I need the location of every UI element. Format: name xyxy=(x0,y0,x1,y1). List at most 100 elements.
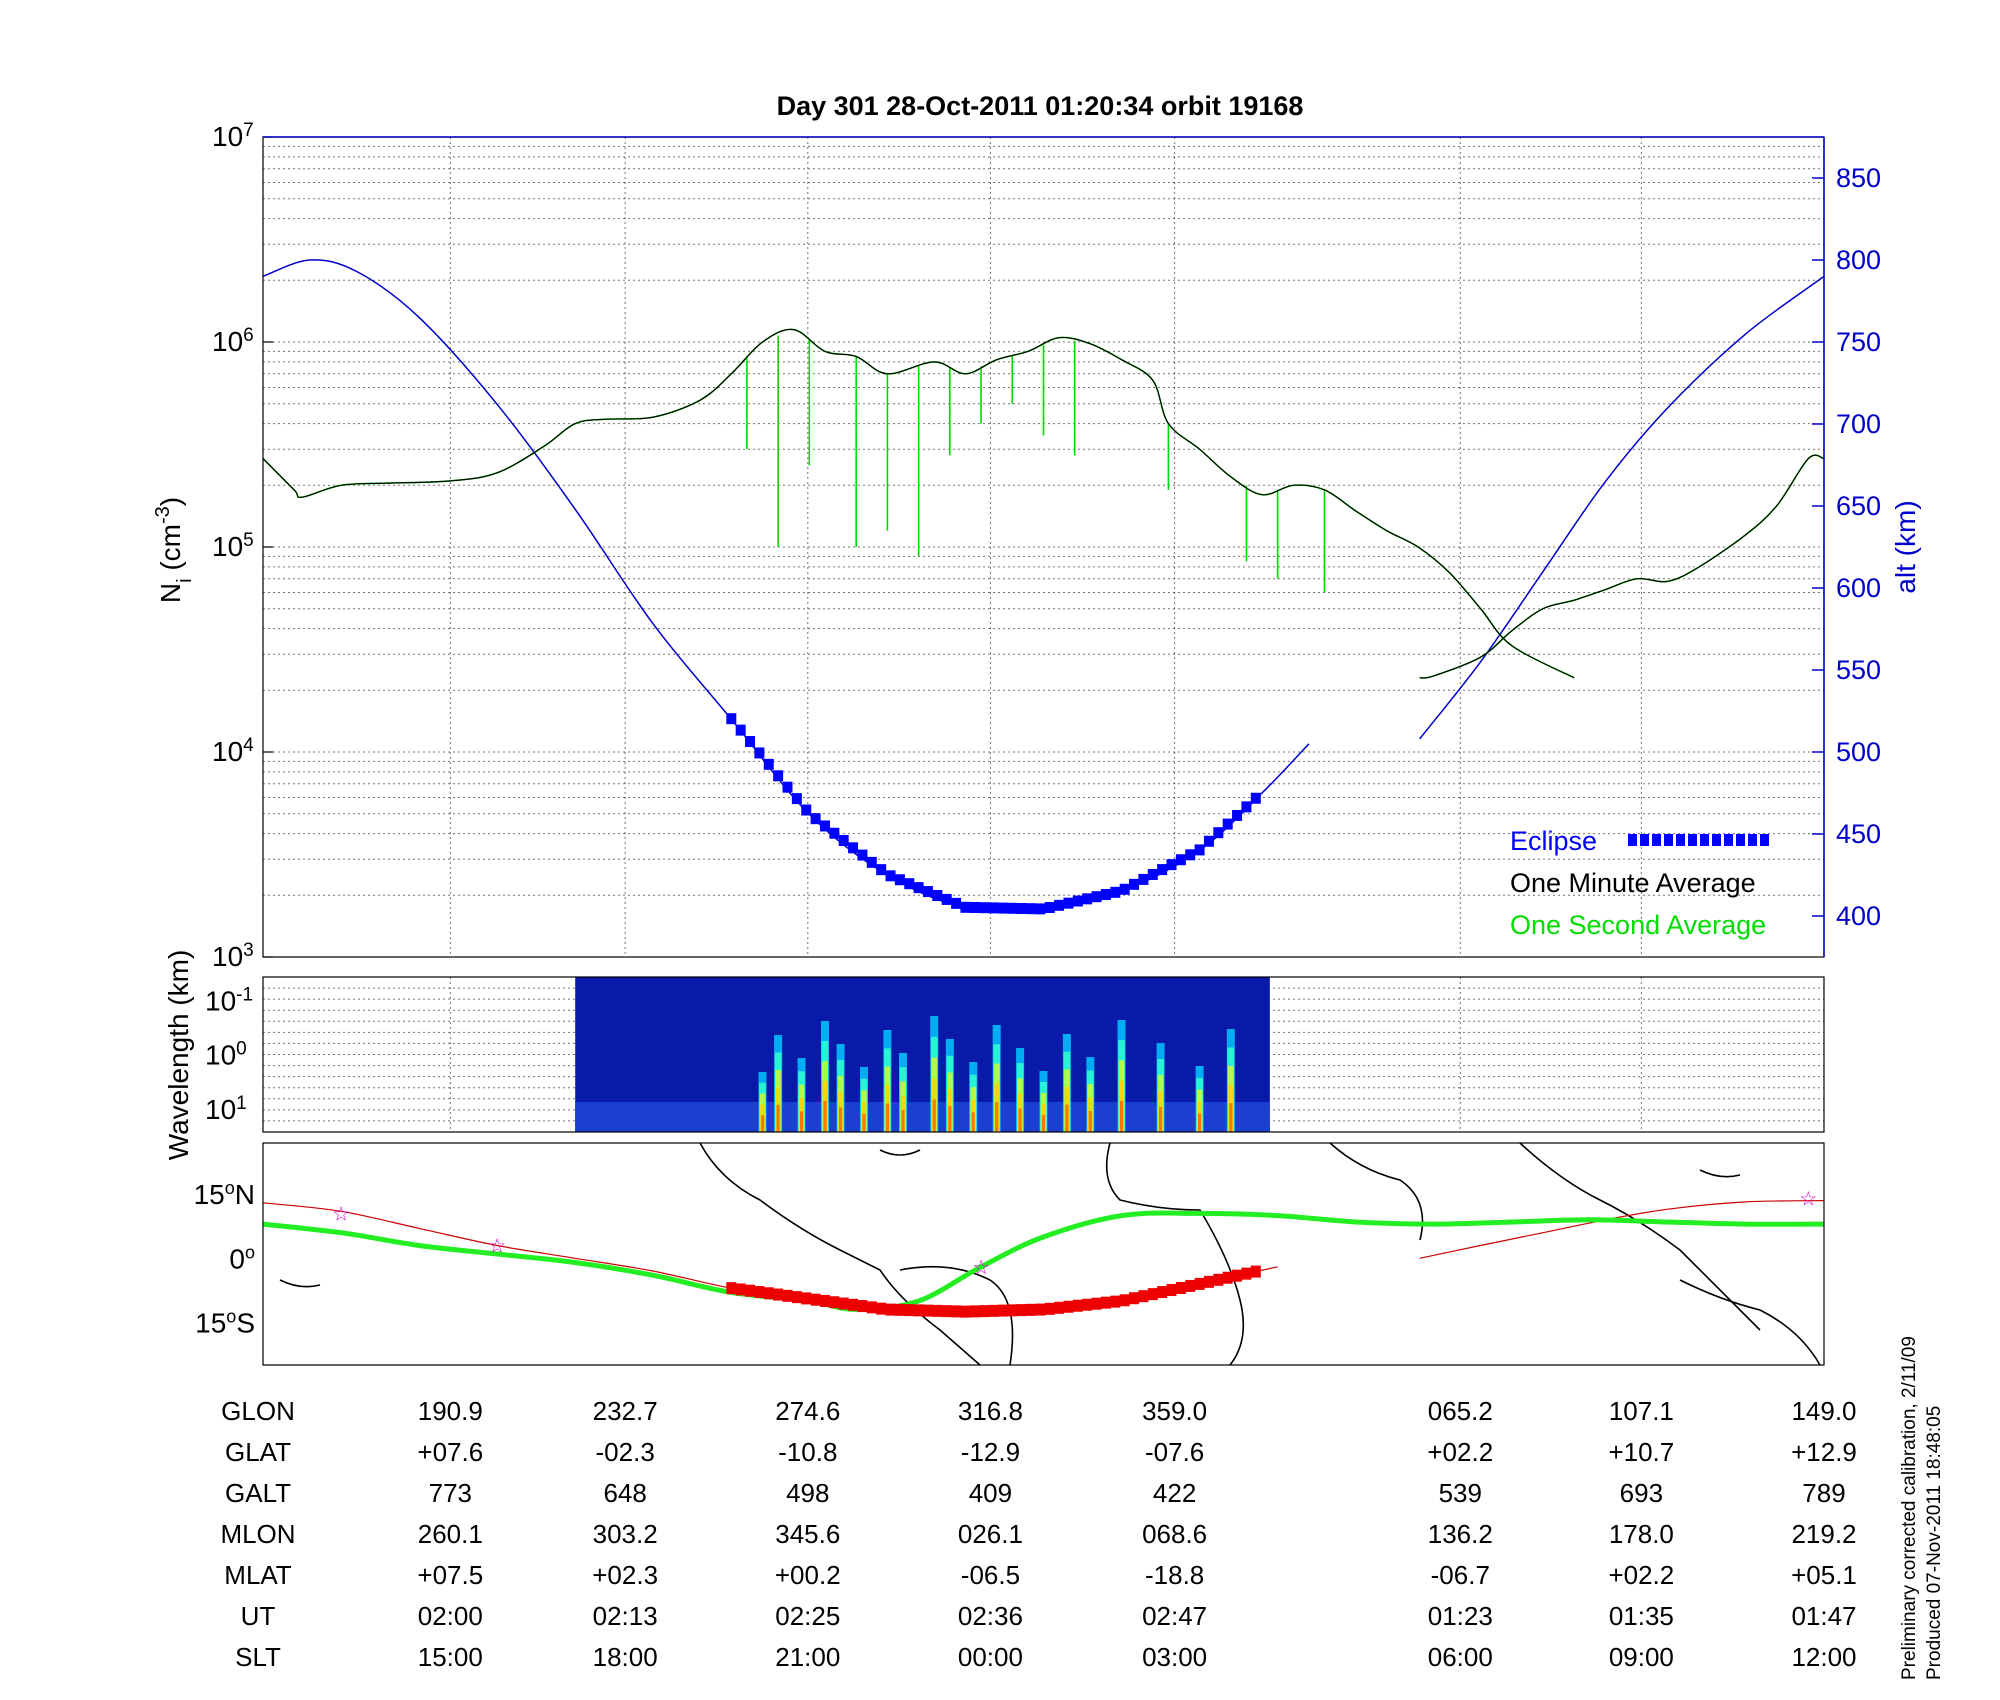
eclipse-legend-square xyxy=(1712,834,1721,846)
one-minute-average-line-after-gap xyxy=(1419,454,1825,679)
eclipse-marker xyxy=(1082,893,1093,905)
coastline xyxy=(899,1265,1014,1366)
coastline xyxy=(1329,1142,1424,1241)
table-cell: 068.6 xyxy=(1142,1519,1207,1549)
y-tick-exp: 6 xyxy=(243,325,254,346)
eclipse-marker xyxy=(791,793,802,805)
map-axes-box xyxy=(262,1142,1825,1366)
eclipse-track-marker xyxy=(894,1303,905,1316)
table-cell: 178.0 xyxy=(1609,1519,1674,1549)
lat-tick-value: 0 xyxy=(229,1243,245,1274)
eclipse-marker xyxy=(838,835,849,847)
table-cell: 01:35 xyxy=(1609,1601,1674,1631)
table-row-label: GLAT xyxy=(225,1437,291,1467)
eclipse-track-marker xyxy=(913,1304,924,1317)
eclipse-track-marker xyxy=(922,1304,933,1317)
y-tick-label: 104 xyxy=(212,735,254,768)
table-cell: +07.5 xyxy=(417,1560,483,1590)
eclipse-track-marker xyxy=(848,1298,859,1311)
eclipse-marker xyxy=(1007,902,1018,914)
eclipse-track-marker xyxy=(1110,1295,1121,1308)
alt-tick-label: 600 xyxy=(1836,573,1881,603)
eclipse-legend-square xyxy=(1748,834,1757,846)
alt-tick-label: 750 xyxy=(1836,327,1881,357)
table-cell: 648 xyxy=(603,1478,646,1508)
eclipse-track-marker xyxy=(1119,1294,1130,1307)
legend-eclipse-marker xyxy=(1628,834,1769,846)
eclipse-marker xyxy=(1044,901,1055,913)
alt-tick-label: 550 xyxy=(1836,655,1881,685)
table-cell: 149.0 xyxy=(1791,1396,1856,1426)
eclipse-marker xyxy=(951,897,962,909)
eclipse-marker xyxy=(969,901,980,913)
eclipse-marker xyxy=(726,713,737,725)
lat-tick-degree: o xyxy=(226,1306,236,1326)
eclipse-marker xyxy=(1091,891,1102,903)
star-marker: ☆ xyxy=(1799,1189,1817,1211)
table-cell: 01:47 xyxy=(1791,1601,1856,1631)
altitude-y-label: alt (km) xyxy=(1890,500,1921,593)
table-cell: 09:00 xyxy=(1609,1642,1674,1672)
table-cell: -02.3 xyxy=(596,1437,655,1467)
table-cell: 01:23 xyxy=(1428,1601,1493,1631)
spec-y-tick-exp: 1 xyxy=(236,1092,247,1113)
eclipse-marker xyxy=(1222,818,1233,830)
eclipse-track-marker xyxy=(763,1287,774,1300)
table-cell: 15:00 xyxy=(418,1642,483,1672)
y-tick-exp: 7 xyxy=(243,120,254,141)
spectrogram-band xyxy=(838,1107,843,1132)
table-cell: 026.1 xyxy=(958,1519,1023,1549)
coastline xyxy=(279,1279,321,1288)
eclipse-track-marker xyxy=(726,1282,737,1295)
eclipse-track-marker xyxy=(810,1293,821,1306)
eclipse-track-marker xyxy=(829,1296,840,1309)
y-tick-label: 105 xyxy=(212,530,254,563)
y-tick-base: 10 xyxy=(212,531,243,562)
orbit-track: ☆ ☆ ☆ ☆ xyxy=(262,1189,1825,1318)
spec-y-tick-exp: 0 xyxy=(236,1038,247,1059)
eclipse-track-marker xyxy=(904,1304,915,1317)
table-cell: -12.9 xyxy=(961,1437,1020,1467)
spectrogram-band xyxy=(1041,1114,1046,1132)
eclipse-track-marker xyxy=(1016,1304,1027,1317)
spectrogram-band xyxy=(1119,1100,1124,1132)
eclipse-track-marker xyxy=(1072,1299,1083,1312)
table-cell: 02:13 xyxy=(593,1601,658,1631)
lat-tick-label: 15oN xyxy=(194,1178,255,1210)
eclipse-marker xyxy=(1157,864,1168,876)
eclipse-track-marker xyxy=(1241,1267,1252,1280)
eclipse-marker xyxy=(1016,902,1027,914)
table-cell: 12:00 xyxy=(1791,1642,1856,1672)
eclipse-legend-square xyxy=(1700,834,1709,846)
table-cell: 232.7 xyxy=(593,1396,658,1426)
lat-tick-hemi: N xyxy=(235,1179,255,1210)
spec-y-tick-base: 10 xyxy=(205,985,236,1016)
eclipse-marker xyxy=(1241,801,1252,813)
coastline xyxy=(1519,1142,1761,1331)
eclipse-marker xyxy=(1054,899,1065,911)
eclipse-marker xyxy=(885,870,896,882)
table-cell: -06.7 xyxy=(1431,1560,1490,1590)
table-row-label: SLT xyxy=(235,1642,281,1672)
table-cell: 219.2 xyxy=(1791,1519,1856,1549)
eclipse-marker xyxy=(904,878,915,890)
table-cell: -06.5 xyxy=(961,1560,1020,1590)
alt-tick-label: 400 xyxy=(1836,901,1881,931)
footnote-produced: Produced 07-Nov-2011 18:48:05 xyxy=(1924,1406,1945,1680)
eclipse-marker xyxy=(941,893,952,905)
eclipse-marker xyxy=(866,856,877,868)
table-cell: 316.8 xyxy=(958,1396,1023,1426)
eclipse-legend-square xyxy=(1664,834,1673,846)
table-row-label: GLON xyxy=(221,1396,295,1426)
eclipse-track-marker xyxy=(1185,1279,1196,1292)
eclipse-marker xyxy=(829,827,840,839)
spectrogram-band xyxy=(760,1115,765,1132)
table-cell: 693 xyxy=(1620,1478,1663,1508)
eclipse-legend-square xyxy=(1736,834,1745,846)
spectrogram-band xyxy=(799,1111,804,1132)
y-tick-label: 103 xyxy=(212,940,254,973)
eclipse-track-marker xyxy=(1007,1304,1018,1317)
eclipse-track-marker xyxy=(979,1305,990,1318)
